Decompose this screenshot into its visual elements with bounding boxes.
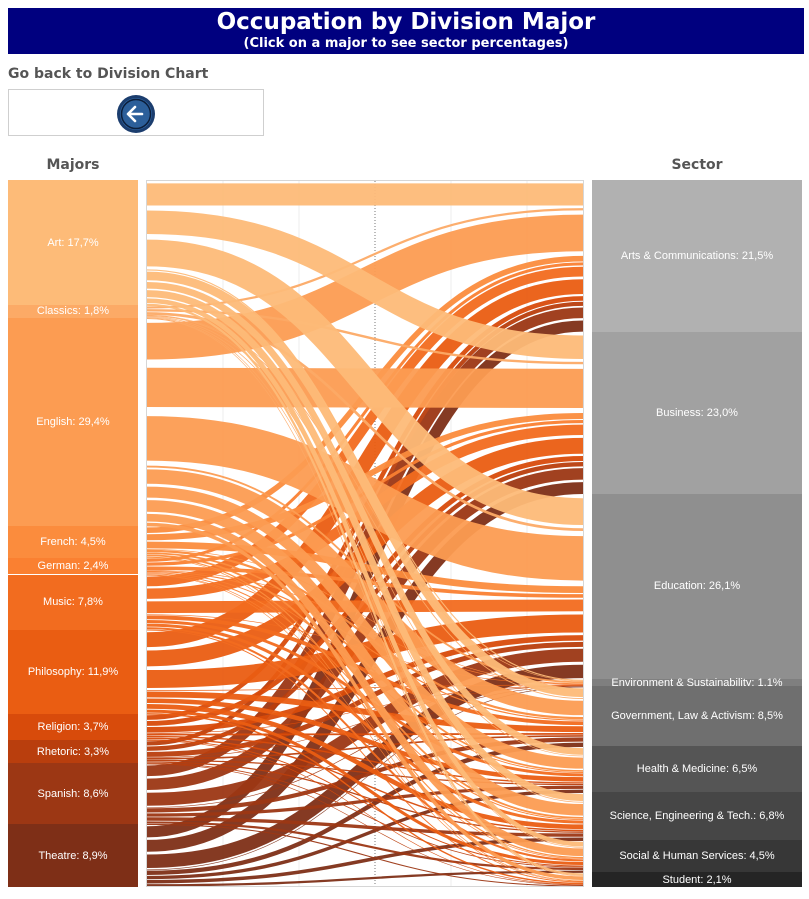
major-label: Classics: 1,8% [36, 305, 110, 318]
sector-health-medicine[interactable]: Health & Medicine: 6,5% [592, 746, 802, 793]
flow-german-to-science-engineering-tech[interactable] [147, 573, 583, 821]
major-french[interactable]: French: 4,5% [8, 525, 138, 558]
major-german[interactable]: German: 2,4% [8, 557, 138, 575]
sector-business[interactable]: Business: 23,0% [592, 331, 802, 495]
flow-german-to-student[interactable] [147, 575, 583, 882]
flow-music-to-student[interactable] [147, 629, 583, 883]
flow-religion-to-student[interactable] [147, 740, 583, 885]
flow-music-to-social-human-services[interactable] [147, 627, 583, 862]
flow-theatre-to-arts-communications[interactable] [147, 320, 583, 838]
flow-classics-to-science-engineering-tech[interactable] [147, 317, 583, 803]
sector-column: Arts & Communications: 21,5% Business: 23… [592, 180, 802, 887]
flow-art-to-social-human-services[interactable] [147, 298, 583, 847]
majors-heading: Majors [46, 157, 100, 173]
back-label: Go back to Division Chart [8, 66, 209, 82]
flow-area [146, 180, 584, 887]
flow-german-to-health-medicine[interactable] [147, 572, 583, 773]
flow-philosophy-to-social-human-services[interactable] [147, 709, 583, 866]
flow-art-to-student[interactable] [147, 303, 583, 876]
major-theatre[interactable]: Theatre: 8,9% [8, 824, 138, 887]
flow-art-to-government-law-activism[interactable] [147, 271, 583, 698]
sector-arts-communications[interactable]: Arts & Communications: 21,5% [592, 180, 802, 332]
back-panel [8, 89, 264, 136]
major-label: Art: 17,7% [47, 236, 99, 249]
major-philosophy[interactable]: Philosophy: 11,9% [8, 629, 138, 714]
flow-spanish-to-education[interactable] [147, 648, 583, 806]
majors-column: Art: 17,7% Classics: 1,8% English: 29,4% Fr… [8, 180, 138, 887]
flow-music-to-arts-communications[interactable] [147, 266, 583, 587]
flow-rhetoric-to-student[interactable] [147, 763, 583, 886]
flow-classics-to-social-human-services[interactable] [147, 318, 583, 848]
sector-environment-sustainability[interactable]: Environment & Sustainability: 1,1% [592, 676, 802, 689]
major-label: German: 2,4% [37, 560, 109, 572]
sector-label: Science, Engineering & Tech.: 6,8% [609, 810, 785, 823]
sector-label: Student: 2,1% [662, 873, 732, 886]
flow-english-to-health-medicine[interactable] [147, 486, 583, 769]
major-label: Spanish: 8,6% [37, 787, 109, 800]
major-spanish[interactable]: Spanish: 8,6% [8, 763, 138, 825]
flow-german-to-government-law-activism[interactable] [147, 570, 583, 721]
flow-english-to-social-human-services[interactable] [147, 513, 583, 857]
flow-music-to-education[interactable] [147, 599, 583, 614]
major-label: Music: 7,8% [43, 596, 103, 609]
flow-art-to-business[interactable] [147, 210, 583, 360]
sector-label: Health & Medicine: 6,5% [636, 763, 758, 776]
sector-label: Arts & Communications: 21,5% [620, 249, 774, 262]
flow-french-to-environment-sustainability[interactable] [147, 549, 583, 684]
sector-science-engineering-tech[interactable]: Science, Engineering & Tech.: 6,8% [592, 792, 802, 841]
flow-rhetoric-to-science-engineering-tech[interactable] [147, 761, 583, 833]
major-classics[interactable]: Classics: 1,8% [8, 305, 138, 318]
flow-philosophy-to-arts-communications[interactable] [147, 279, 583, 648]
flow-spanish-to-social-human-services[interactable] [147, 821, 583, 871]
sector-education[interactable]: Education: 26,1% [592, 494, 802, 679]
flow-philosophy-to-science-engineering-tech[interactable] [147, 704, 583, 830]
flow-english-to-student[interactable] [147, 522, 583, 881]
flow-music-to-government-law-activism[interactable] [147, 615, 583, 726]
flow-art-to-health-medicine[interactable] [147, 281, 583, 755]
flow-art-to-education[interactable] [147, 239, 583, 525]
major-label: Rhetoric: 3,3% [36, 745, 110, 758]
flow-rhetoric-to-social-human-services[interactable] [147, 762, 583, 868]
flow-classics-to-student[interactable] [147, 318, 583, 877]
flow-rhetoric-to-health-medicine[interactable] [147, 759, 583, 786]
sector-student[interactable]: Student: 2,1% [592, 872, 802, 887]
flow-chart [147, 181, 583, 886]
major-label: English: 29,4% [36, 415, 110, 428]
major-religion[interactable]: Religion: 3,7% [8, 713, 138, 740]
major-label: French: 4,5% [40, 535, 106, 548]
major-label: Religion: 3,7% [37, 720, 109, 733]
flow-classics-to-education[interactable] [147, 312, 583, 531]
flow-philosophy-to-student[interactable] [147, 713, 583, 885]
flow-spanish-to-student[interactable] [147, 823, 583, 886]
flow-theatre-to-science-engineering-tech[interactable] [147, 837, 583, 884]
flow-french-to-student[interactable] [147, 557, 583, 882]
major-english[interactable]: English: 29,4% [8, 317, 138, 526]
sector-label: Social & Human Services: 4,5% [619, 850, 775, 863]
flow-music-to-science-engineering-tech[interactable] [147, 623, 583, 824]
flow-religion-to-health-medicine[interactable] [147, 735, 583, 784]
flow-art-to-science-engineering-tech[interactable] [147, 290, 583, 802]
sector-social-human-services[interactable]: Social & Human Services: 4,5% [592, 840, 802, 873]
flow-religion-to-science-engineering-tech[interactable] [147, 737, 583, 832]
sector-label: Environment & Sustainability: 1,1% [611, 676, 783, 689]
page-subtitle: (Click on a major to see sector percenta… [243, 36, 569, 51]
major-label: Theatre: 8,9% [38, 849, 108, 862]
sector-label: Education: 26,1% [653, 580, 741, 593]
major-music[interactable]: Music: 7,8% [8, 574, 138, 630]
flow-theatre-to-social-human-services[interactable] [147, 870, 583, 886]
flow-classics-to-health-medicine[interactable] [147, 316, 583, 757]
major-art[interactable]: Art: 17,7% [8, 180, 138, 306]
sector-label: Business: 23,0% [656, 407, 738, 420]
title-banner: Occupation by Division Major (Click on a… [8, 8, 804, 54]
flow-english-to-science-engineering-tech[interactable] [147, 500, 583, 816]
sector-heading: Sector [671, 157, 723, 173]
arrow-left-icon[interactable] [116, 94, 156, 134]
flow-french-to-social-human-services[interactable] [147, 556, 583, 859]
major-rhetoric[interactable]: Rhetoric: 3,3% [8, 739, 138, 764]
major-label: Philosophy: 11,9% [27, 665, 119, 678]
sector-government-law-activism[interactable]: Government, Law & Activism: 8,5% [592, 686, 802, 747]
flow-rhetoric-to-government-law-activism[interactable] [147, 735, 583, 760]
sector-label: Government, Law & Activism: 8,5% [611, 710, 783, 723]
page-title: Occupation by Division Major [216, 9, 596, 35]
